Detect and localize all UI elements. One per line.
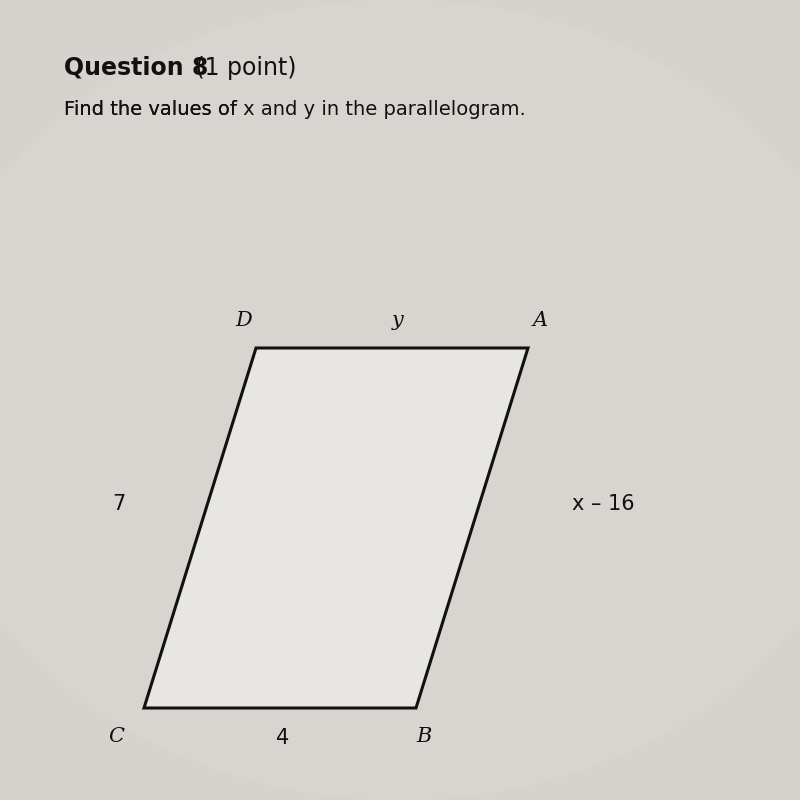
Text: D: D: [236, 310, 252, 330]
Text: A: A: [533, 310, 547, 330]
Text: x – 16: x – 16: [572, 494, 634, 514]
Text: B: B: [416, 726, 432, 746]
Text: (1 point): (1 point): [188, 56, 297, 80]
Text: 4: 4: [276, 728, 290, 747]
Text: 7: 7: [112, 494, 126, 514]
Text: C: C: [108, 726, 124, 746]
Polygon shape: [144, 348, 528, 708]
Text: Find the values of: Find the values of: [64, 100, 243, 119]
Text: y: y: [392, 310, 404, 330]
Text: Question 8: Question 8: [64, 56, 208, 80]
Text: Find the values of x and y in the parallelogram.: Find the values of x and y in the parall…: [64, 100, 526, 119]
